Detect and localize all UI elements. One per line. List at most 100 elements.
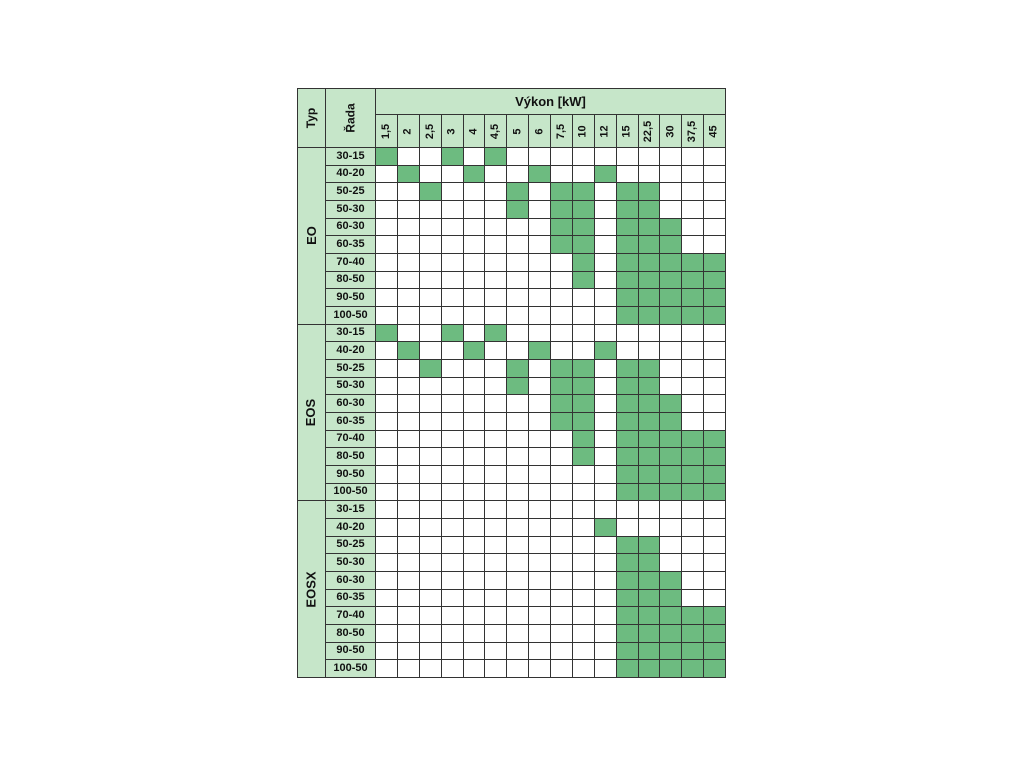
empty-cell bbox=[441, 254, 464, 272]
series-label: 40-20 bbox=[336, 167, 365, 180]
empty-cell bbox=[704, 377, 726, 396]
available-cell bbox=[638, 642, 661, 661]
available-cell bbox=[682, 254, 705, 272]
series-cell: 50-30 bbox=[326, 201, 376, 219]
power-column-header: 4,5 bbox=[485, 115, 508, 148]
available-cell bbox=[616, 395, 639, 413]
power-column-header: 4 bbox=[463, 115, 486, 148]
empty-cell bbox=[594, 642, 617, 661]
empty-cell bbox=[485, 289, 508, 307]
empty-cell bbox=[376, 342, 398, 360]
empty-cell bbox=[376, 448, 398, 466]
empty-cell bbox=[463, 148, 486, 166]
available-cell bbox=[616, 448, 639, 466]
series-cell: 60-30 bbox=[326, 572, 376, 590]
available-cell bbox=[616, 589, 639, 608]
available-cell bbox=[616, 413, 639, 431]
empty-cell bbox=[441, 395, 464, 413]
empty-cell bbox=[594, 183, 617, 201]
series-cell: 50-30 bbox=[326, 554, 376, 572]
empty-cell bbox=[463, 395, 486, 413]
series-label: 60-30 bbox=[336, 573, 365, 586]
series-cell: 80-50 bbox=[326, 625, 376, 643]
available-cell bbox=[616, 625, 639, 643]
series-cell: 30-15 bbox=[326, 324, 376, 343]
empty-cell bbox=[419, 589, 442, 608]
series-label: 60-35 bbox=[336, 591, 365, 604]
empty-cell bbox=[485, 183, 508, 201]
series-cell: 70-40 bbox=[326, 430, 376, 449]
available-cell bbox=[616, 307, 639, 325]
series-label: 40-20 bbox=[336, 344, 365, 357]
empty-cell bbox=[376, 413, 398, 431]
available-cell bbox=[485, 324, 508, 343]
empty-cell bbox=[419, 554, 442, 572]
empty-cell bbox=[397, 572, 420, 590]
available-cell bbox=[638, 183, 661, 201]
empty-cell bbox=[507, 342, 530, 360]
empty-cell bbox=[419, 324, 442, 343]
available-cell bbox=[660, 271, 683, 290]
empty-cell bbox=[507, 554, 530, 572]
empty-cell bbox=[551, 483, 573, 502]
available-cell bbox=[638, 430, 661, 449]
empty-cell bbox=[397, 254, 420, 272]
available-cell bbox=[529, 165, 551, 184]
series-label: 50-30 bbox=[336, 556, 365, 569]
empty-cell bbox=[463, 572, 486, 590]
empty-cell bbox=[682, 201, 705, 219]
empty-cell bbox=[485, 201, 508, 219]
available-cell bbox=[704, 607, 726, 625]
empty-cell bbox=[594, 307, 617, 325]
power-column-header: 45 bbox=[704, 115, 726, 148]
empty-cell bbox=[529, 236, 551, 254]
empty-cell bbox=[529, 395, 551, 413]
available-cell bbox=[419, 360, 442, 378]
available-cell bbox=[594, 519, 617, 537]
empty-cell bbox=[463, 236, 486, 254]
power-column-header: 7,5 bbox=[551, 115, 573, 148]
empty-cell bbox=[572, 148, 595, 166]
empty-cell bbox=[660, 201, 683, 219]
empty-cell bbox=[682, 236, 705, 254]
empty-cell bbox=[485, 307, 508, 325]
available-cell bbox=[638, 536, 661, 555]
available-cell bbox=[638, 289, 661, 307]
empty-cell bbox=[441, 413, 464, 431]
empty-cell bbox=[704, 395, 726, 413]
available-cell bbox=[660, 607, 683, 625]
empty-cell bbox=[485, 625, 508, 643]
series-label: 60-30 bbox=[336, 397, 365, 410]
empty-cell bbox=[704, 519, 726, 537]
series-cell: 60-35 bbox=[326, 589, 376, 608]
series-cell: 70-40 bbox=[326, 607, 376, 625]
empty-cell bbox=[485, 483, 508, 502]
empty-cell bbox=[507, 642, 530, 661]
power-column-header: 2,5 bbox=[419, 115, 442, 148]
empty-cell bbox=[485, 413, 508, 431]
power-column-label: 2,5 bbox=[423, 123, 436, 139]
empty-cell bbox=[551, 148, 573, 166]
empty-cell bbox=[660, 501, 683, 519]
empty-cell bbox=[551, 289, 573, 307]
series-label: 30-15 bbox=[336, 326, 365, 339]
available-cell bbox=[660, 307, 683, 325]
empty-cell bbox=[682, 536, 705, 555]
available-cell bbox=[638, 307, 661, 325]
power-column-label: 3 bbox=[445, 127, 458, 135]
empty-cell bbox=[441, 289, 464, 307]
power-column-label: 4 bbox=[467, 127, 480, 135]
series-cell: 80-50 bbox=[326, 271, 376, 290]
empty-cell bbox=[441, 342, 464, 360]
empty-cell bbox=[682, 360, 705, 378]
available-cell bbox=[616, 377, 639, 396]
empty-cell bbox=[682, 183, 705, 201]
empty-cell bbox=[463, 607, 486, 625]
available-cell bbox=[572, 201, 595, 219]
empty-cell bbox=[463, 625, 486, 643]
empty-cell bbox=[419, 218, 442, 237]
empty-cell bbox=[594, 448, 617, 466]
power-column-header: 30 bbox=[660, 115, 683, 148]
empty-cell bbox=[507, 501, 530, 519]
empty-cell bbox=[638, 342, 661, 360]
